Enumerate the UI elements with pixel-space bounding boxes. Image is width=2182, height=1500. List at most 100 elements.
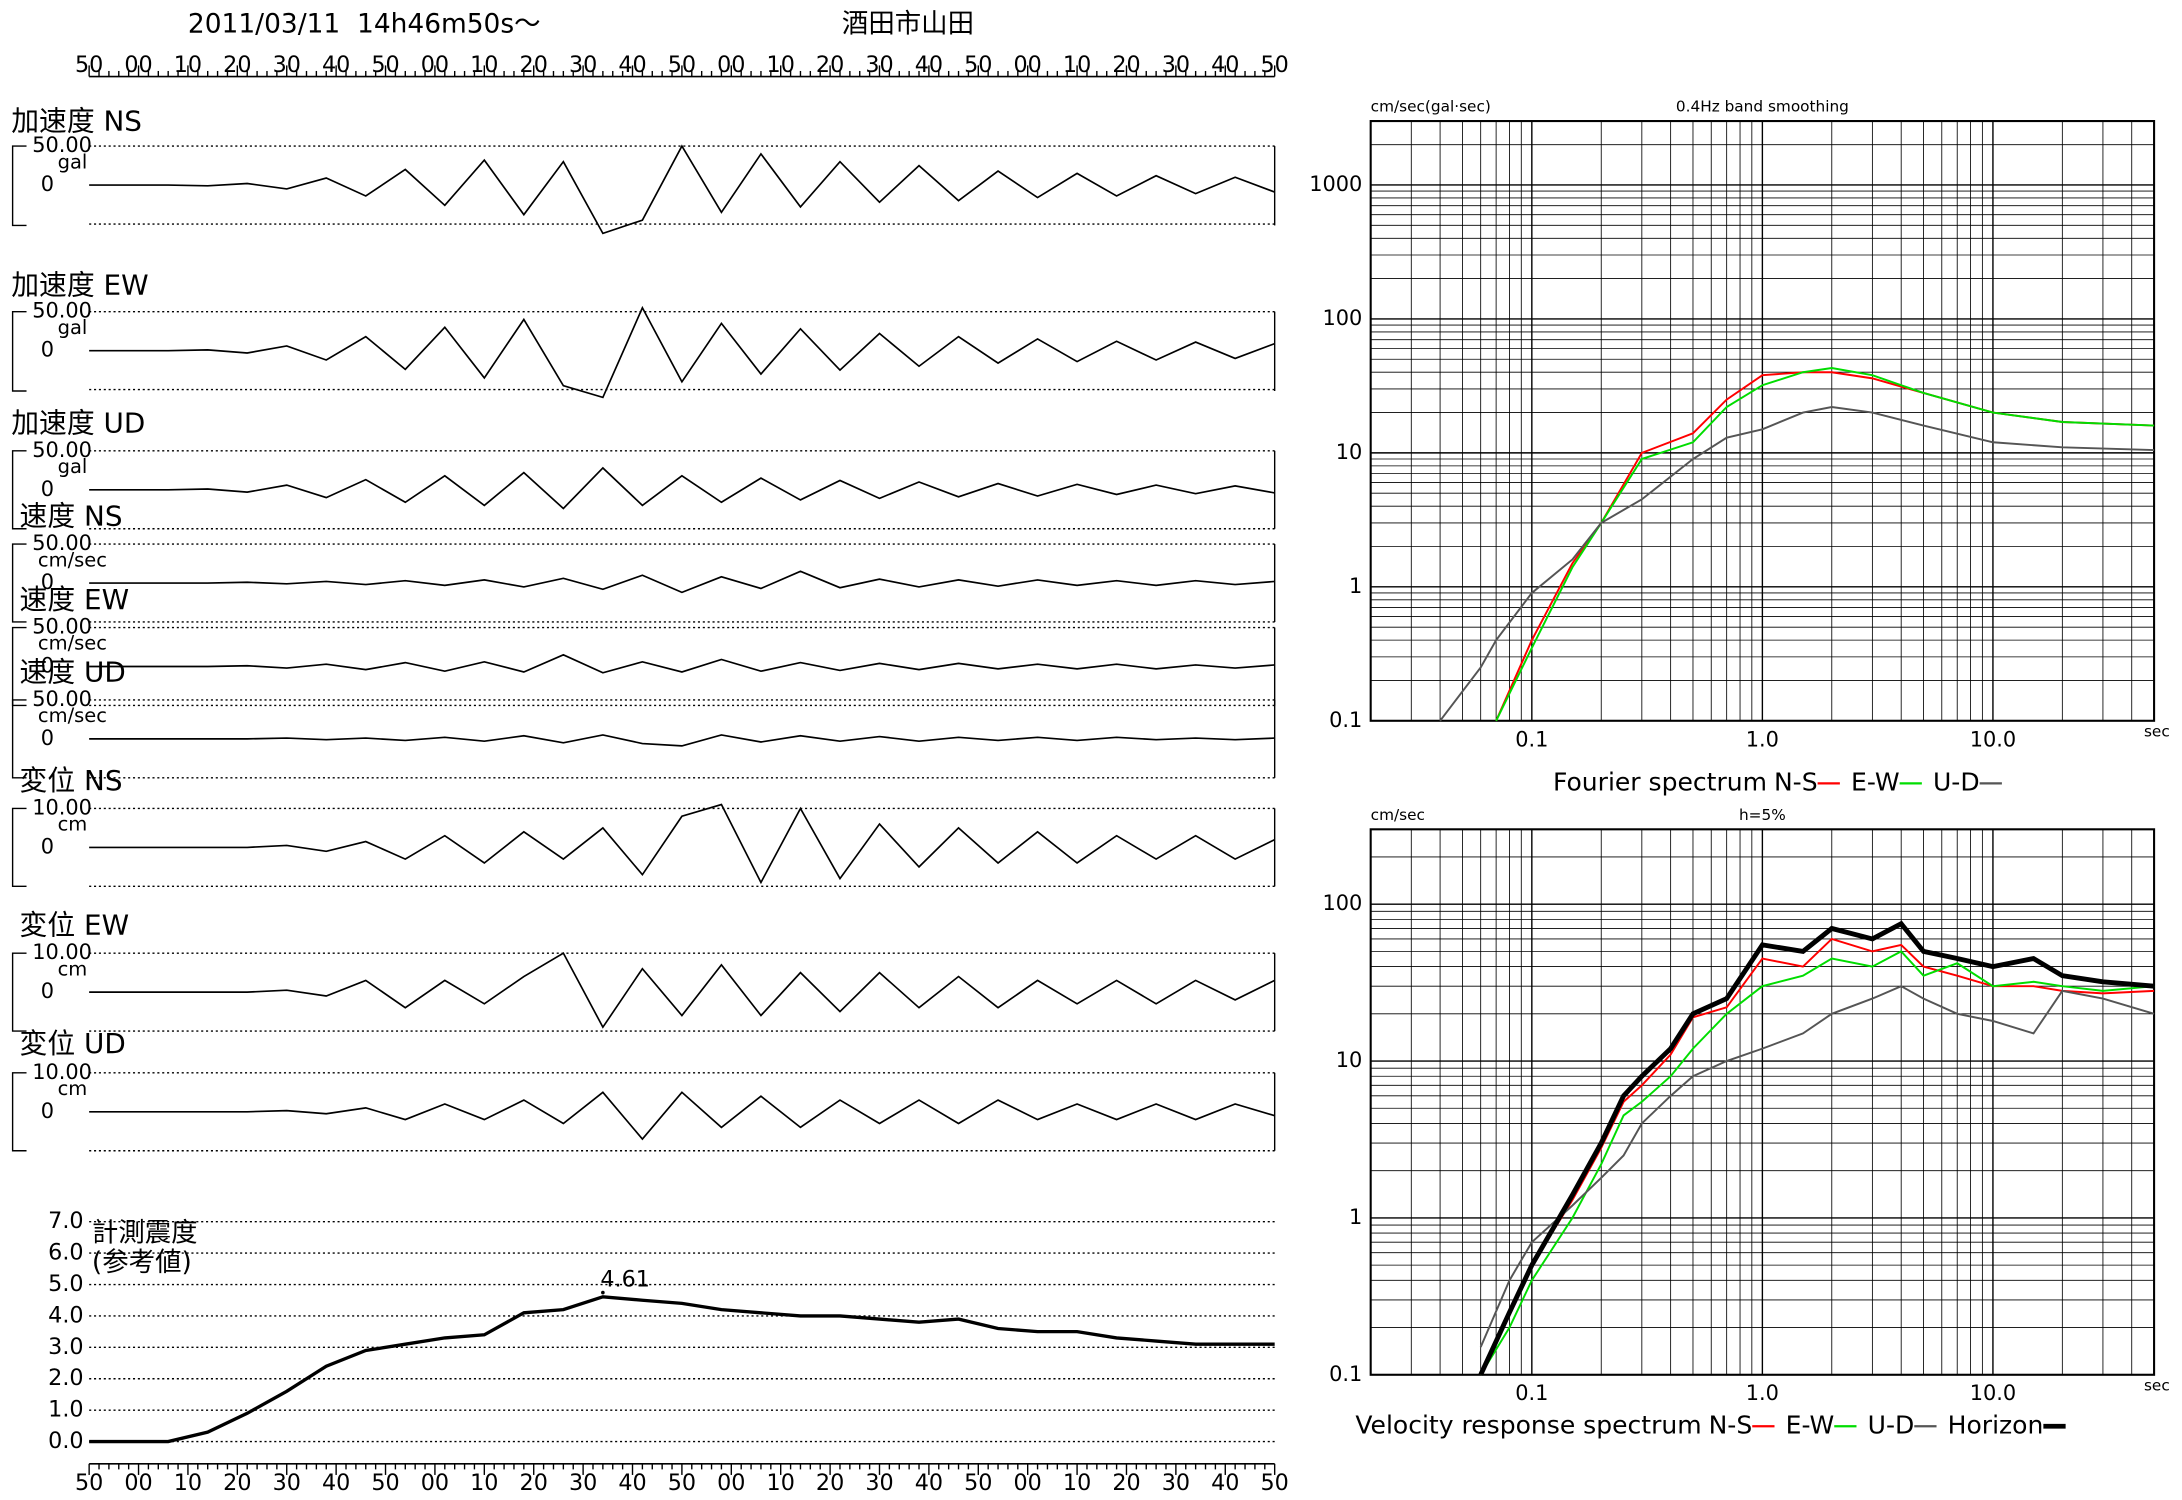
y-tick-label: 0 xyxy=(41,172,54,196)
y-tick-label: 10.00 xyxy=(32,940,92,964)
bracket xyxy=(11,626,27,707)
bracket xyxy=(11,952,27,1032)
x-unit-label: sec xyxy=(2144,1376,2170,1394)
x-unit-label: sec xyxy=(2144,722,2170,740)
bracket xyxy=(11,310,27,392)
station-name: 酒田市山田 xyxy=(842,9,974,40)
waveform xyxy=(89,144,1275,235)
intensity-title: 計測震度 xyxy=(92,1218,198,1249)
unit-label: cm xyxy=(58,813,88,836)
unit-label: cm/sec xyxy=(38,704,107,727)
y-tick-label: 0 xyxy=(41,570,54,594)
x-tick-label: 0.1 xyxy=(1515,727,1548,751)
y-tick-label: 0 xyxy=(41,654,54,678)
spectrum-line xyxy=(1479,950,2155,1376)
trace-title: 速度 UD xyxy=(20,655,126,688)
legend-title: Fourier spectrum xyxy=(1553,767,1767,796)
legend-label: U-D xyxy=(1933,767,1980,796)
y-tick-label: 1000 xyxy=(1309,172,1362,196)
unit-label: cm/sec xyxy=(38,632,107,655)
waveform xyxy=(89,466,1275,510)
trace-title: 変位 EW xyxy=(20,909,130,942)
legend-label: E-W xyxy=(1786,1410,1835,1439)
x-tick-label: 1.0 xyxy=(1746,727,1779,751)
record-datetime: 2011/03/11 14h46m50s～ xyxy=(188,9,541,40)
waveform xyxy=(89,803,1276,885)
y-tick-label: 50.00 xyxy=(32,438,92,462)
waveform xyxy=(89,1091,1275,1141)
chart-subtitle: h=5% xyxy=(1739,806,1786,824)
y-tick-label: 0 xyxy=(41,1099,54,1123)
spectrum-line xyxy=(1479,985,2155,1348)
legend-label: Horizon xyxy=(1948,1410,2044,1439)
y-tick-label: 50.00 xyxy=(32,299,92,323)
y-tick-label: 6.0 xyxy=(48,1240,83,1266)
y-tick-label: 0 xyxy=(41,477,54,501)
x-tick-label: 0.1 xyxy=(1515,1381,1548,1405)
trace-title: 変位 NS xyxy=(20,764,123,797)
trace-title: 加速度 UD xyxy=(11,406,145,439)
x-tick-label: 10.0 xyxy=(1970,727,2016,751)
x-tick-label: 10.0 xyxy=(1970,1381,2016,1405)
trace-title: 加速度 EW xyxy=(11,269,148,302)
y-tick-label: 0.0 xyxy=(48,1428,83,1454)
y-tick-label: 0 xyxy=(41,338,54,362)
legend-label: E-W xyxy=(1851,767,1900,796)
bracket xyxy=(11,543,27,623)
waveform xyxy=(89,305,1275,399)
waveform xyxy=(89,734,1275,747)
y-tick-label: 0.1 xyxy=(1329,708,1362,732)
unit-label: cm xyxy=(58,957,88,980)
y-tick-label: 0 xyxy=(41,834,54,858)
y-tick-label: 50.00 xyxy=(32,531,92,555)
bracket xyxy=(11,145,27,227)
unit-label: cm/sec xyxy=(38,548,107,571)
y-tick-label: 1.0 xyxy=(48,1397,83,1423)
x-tick-label: 1.0 xyxy=(1746,1381,1779,1405)
y-tick-label: 10 xyxy=(1336,1048,1363,1072)
legend-label: U-D xyxy=(1868,1410,1915,1439)
bracket xyxy=(11,1072,27,1152)
waveform xyxy=(89,570,1275,594)
trace-title: 速度 EW xyxy=(20,583,130,616)
y-tick-label: 2.0 xyxy=(48,1365,83,1391)
bracket xyxy=(11,807,27,888)
y-tick-label: 1 xyxy=(1349,1205,1362,1229)
y-unit-label: cm/sec(gal·sec) xyxy=(1371,98,1491,116)
unit-label: gal xyxy=(58,455,88,478)
trace-title: 速度 NS xyxy=(20,500,123,533)
legend-title: Velocity response spectrum xyxy=(1355,1410,1701,1439)
unit-label: gal xyxy=(58,150,88,173)
y-unit-label: cm/sec xyxy=(1371,806,1425,824)
intensity-line xyxy=(89,1295,1275,1444)
intensity-subtitle: (参考値) xyxy=(92,1247,192,1278)
y-tick-label: 4.0 xyxy=(48,1302,83,1328)
unit-label: gal xyxy=(58,316,88,339)
y-tick-label: 3.0 xyxy=(48,1334,83,1360)
y-tick-label: 10.00 xyxy=(32,795,92,819)
waveform xyxy=(89,653,1275,674)
y-tick-label: 0.1 xyxy=(1329,1362,1362,1386)
y-tick-label: 0 xyxy=(41,979,54,1003)
y-tick-label: 10 xyxy=(1336,440,1363,464)
y-tick-label: 50.00 xyxy=(32,687,92,711)
max-value-label: 4.61 xyxy=(600,1267,650,1293)
y-tick-label: 7.0 xyxy=(48,1208,83,1234)
trace-title: 変位 UD xyxy=(20,1027,126,1060)
y-tick-label: 1 xyxy=(1349,574,1362,598)
y-tick-label: 50.00 xyxy=(32,133,92,157)
spectrum-line xyxy=(1478,920,2155,1376)
max-marker xyxy=(601,1290,605,1295)
y-tick-label: 50.00 xyxy=(32,615,92,639)
chart-subtitle: 0.4Hz band smoothing xyxy=(1676,98,1849,116)
y-tick-label: 10.00 xyxy=(32,1060,92,1084)
y-tick-label: 5.0 xyxy=(48,1271,83,1297)
y-tick-label: 100 xyxy=(1323,306,1363,330)
waveform xyxy=(89,951,1276,1029)
legend-label: N-S xyxy=(1774,767,1818,796)
bracket xyxy=(11,450,27,530)
legend-label: N-S xyxy=(1709,1410,1753,1439)
spectrum-line xyxy=(1495,367,2155,722)
y-tick-label: 0 xyxy=(41,726,54,750)
